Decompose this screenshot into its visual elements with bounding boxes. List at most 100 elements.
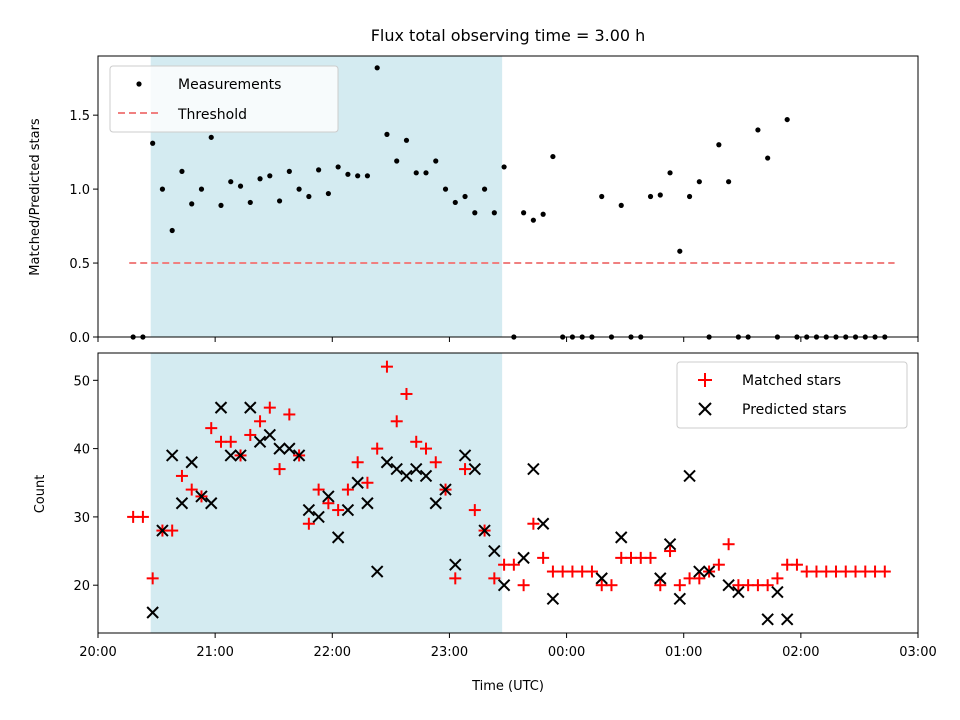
matched-star-point	[507, 558, 520, 571]
matched-star-point	[322, 497, 335, 510]
matched-star-point	[585, 565, 598, 578]
predicted-star-point	[185, 456, 198, 469]
matched-star-point	[468, 504, 481, 517]
measurement-point	[472, 210, 478, 216]
matched-star-point	[224, 435, 237, 448]
matched-star-point	[693, 572, 706, 585]
matched-star-point	[136, 510, 149, 523]
measurement-point	[433, 158, 439, 164]
matched-star-point	[263, 401, 276, 414]
predicted-star-point	[497, 578, 511, 592]
top-plot-frame	[97, 55, 919, 338]
predicted-star-point	[195, 490, 208, 503]
predicted-star-points	[146, 401, 794, 626]
predicted-star-point	[780, 613, 794, 626]
predicted-star-point	[175, 497, 189, 510]
predicted-star-point	[400, 469, 413, 483]
bottom-y-tick-label: 40	[73, 443, 90, 458]
predicted-star-point	[351, 476, 364, 489]
matched-star-point	[254, 415, 267, 428]
predicted-star-point	[536, 517, 550, 530]
bottom-legend-box	[676, 361, 908, 429]
predicted-star-point	[312, 510, 325, 524]
matched-star-point	[644, 551, 657, 564]
matched-star-point	[175, 469, 188, 482]
measurement-point	[540, 211, 546, 217]
predicted-star-point	[683, 469, 696, 483]
top-y-axis-label: Matched/Predicted stars	[28, 118, 43, 276]
matched-star-point	[420, 442, 432, 455]
legend-label-measurements: Measurements	[178, 77, 281, 93]
matched-star-point	[351, 456, 364, 469]
measurement-point	[696, 179, 702, 185]
measurement-point	[296, 186, 302, 192]
predicted-star-point	[732, 585, 745, 599]
predicted-star-point	[244, 401, 257, 414]
legend-label-threshold: Threshold	[177, 107, 247, 123]
predicted-star-point	[390, 462, 403, 476]
matched-star-point	[537, 551, 550, 564]
predicted-star-point	[341, 503, 355, 517]
measurement-point	[325, 190, 331, 197]
measurement-point	[521, 210, 527, 216]
matched-star-point	[771, 572, 784, 585]
matched-star-point	[459, 463, 472, 476]
predicted-star-point	[380, 456, 394, 469]
predicted-star-point	[263, 428, 277, 442]
bottom-legend: Matched stars Predicted stars	[676, 361, 908, 429]
measurement-point	[657, 192, 663, 198]
measurement-point	[550, 153, 556, 160]
predicted-star-point	[361, 497, 374, 510]
measurement-point	[667, 170, 673, 176]
legend-measurement-marker	[136, 81, 142, 87]
measurement-point	[189, 201, 195, 207]
predicted-star-point	[546, 592, 560, 606]
predicted-star-point	[595, 572, 608, 585]
matched-star-point	[283, 408, 296, 421]
measurement-point	[237, 183, 244, 189]
measurement-point	[413, 170, 419, 176]
measurement-point	[218, 202, 224, 208]
measurement-point	[345, 171, 351, 177]
x-tick-label: 01:00	[665, 645, 702, 660]
chart-title: Flux total observing time = 3.00 h	[371, 26, 646, 45]
measurement-point	[150, 140, 156, 146]
predicted-star-point	[468, 462, 482, 476]
x-axis-label: Time (UTC)	[471, 679, 544, 694]
predicted-star-point	[205, 497, 218, 510]
top-y-tick-label: 0.5	[69, 257, 90, 272]
predicted-star-point	[771, 585, 784, 599]
top-x-ticks	[97, 337, 919, 342]
x-tick-label: 22:00	[314, 645, 351, 660]
measurement-point	[491, 210, 497, 216]
measurement-point	[647, 193, 654, 200]
measurement-point	[198, 186, 205, 192]
matched-star-point	[273, 463, 286, 476]
bottom-y-ticks: 20 30 40 50	[73, 374, 98, 594]
predicted-star-point	[283, 442, 296, 455]
matched-star-points	[127, 360, 891, 592]
measurement-point	[765, 155, 771, 161]
top-y-ticks: 0.0 0.5 1.0 1.5	[69, 109, 98, 346]
predicted-star-point	[331, 531, 345, 544]
measurement-point	[755, 127, 761, 133]
predicted-star-point	[702, 565, 716, 578]
predicted-star-point	[214, 401, 228, 414]
measurement-point	[686, 193, 693, 200]
top-legend: Measurements Threshold	[109, 65, 339, 133]
matched-star-point	[673, 579, 686, 592]
x-tick-label: 23:00	[431, 645, 468, 660]
predicted-star-point	[410, 462, 423, 476]
top-legend-box	[109, 65, 339, 133]
matched-star-point	[312, 483, 325, 496]
predicted-star-point	[449, 558, 462, 571]
measurement-point	[374, 65, 380, 71]
measurement-point	[394, 158, 400, 164]
matched-star-point	[380, 360, 393, 373]
matched-star-point	[712, 558, 725, 571]
top-y-tick-label: 1.5	[69, 109, 90, 124]
matched-star-point	[527, 517, 540, 530]
matched-star-point	[166, 524, 179, 537]
predicted-star-point	[165, 449, 179, 462]
